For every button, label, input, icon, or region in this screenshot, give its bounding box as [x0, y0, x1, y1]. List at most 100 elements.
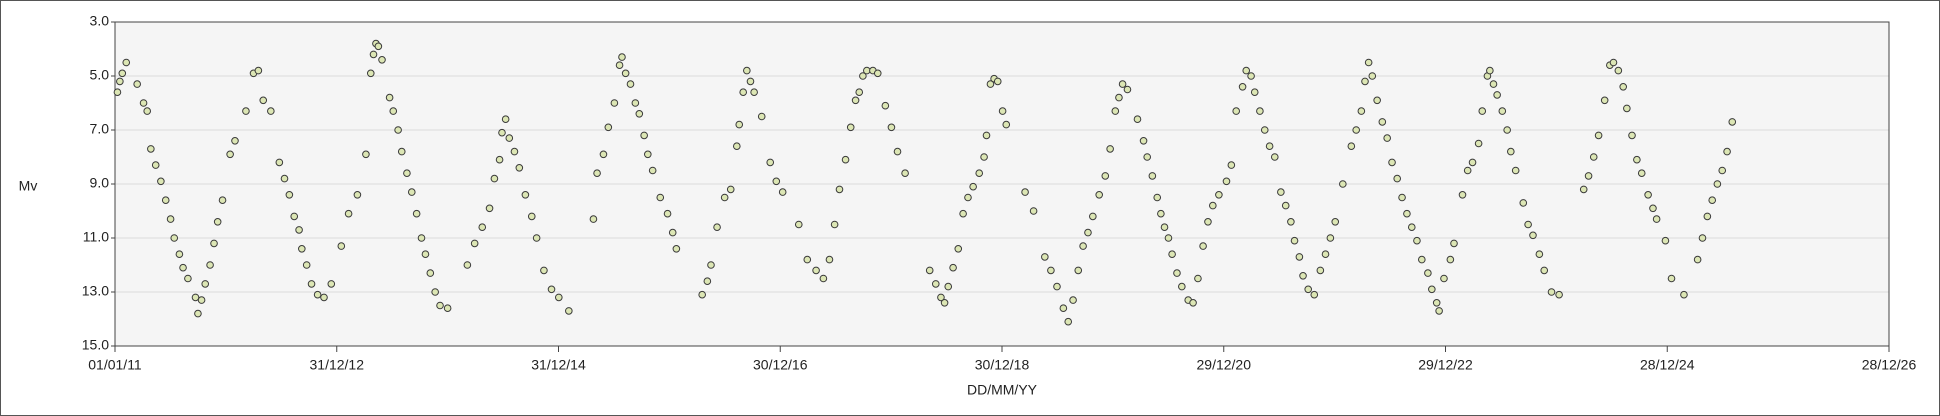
data-point	[851, 96, 860, 105]
data-point	[498, 128, 506, 137]
data-point	[1535, 250, 1544, 258]
data-point	[470, 239, 479, 248]
data-point	[385, 93, 394, 102]
y-tick-label: 7.0	[90, 121, 110, 137]
x-tick-label: 30/12/16	[753, 357, 808, 373]
data-point	[610, 99, 619, 107]
data-point	[394, 126, 402, 134]
data-point	[320, 293, 328, 302]
data-point	[407, 188, 416, 196]
data-point	[830, 220, 839, 229]
data-point	[1463, 166, 1472, 175]
data-point	[986, 80, 995, 88]
data-point	[1002, 120, 1011, 129]
data-point	[191, 293, 200, 302]
data-point	[515, 164, 524, 172]
data-point	[1148, 172, 1157, 180]
data-point	[412, 209, 421, 218]
data-point	[772, 177, 781, 186]
data-point	[170, 234, 179, 242]
data-point	[298, 245, 306, 253]
data-point	[931, 280, 940, 288]
data-point	[1059, 304, 1068, 313]
data-point	[327, 280, 336, 288]
data-point	[1623, 104, 1631, 113]
data-point	[757, 112, 766, 121]
data-point	[707, 261, 715, 269]
data-point	[621, 69, 630, 78]
data-point	[267, 107, 275, 115]
data-point	[887, 123, 896, 132]
data-point	[949, 263, 957, 272]
data-point	[1680, 290, 1688, 299]
data-point	[1250, 88, 1259, 96]
data-point	[1189, 299, 1197, 307]
data-point	[1153, 193, 1162, 202]
data-point	[1614, 66, 1623, 75]
data-point	[1667, 274, 1676, 283]
data-point	[436, 301, 444, 310]
data-point	[964, 193, 972, 202]
data-point	[231, 137, 239, 145]
data-point	[766, 158, 775, 167]
data-point	[1160, 223, 1169, 231]
data-point	[307, 280, 316, 288]
data-point	[426, 269, 435, 277]
data-point	[1428, 285, 1436, 294]
data-point	[1074, 266, 1083, 275]
data-point	[631, 99, 640, 107]
data-point	[1478, 107, 1487, 115]
data-point	[959, 209, 967, 218]
data-point	[1600, 96, 1609, 105]
data-point	[993, 77, 1002, 86]
data-point	[275, 158, 284, 167]
data-point	[1157, 209, 1165, 218]
data-point	[521, 191, 530, 199]
data-point	[1540, 266, 1549, 275]
data-point	[1368, 72, 1377, 80]
data-point	[713, 223, 721, 231]
data-point	[1708, 196, 1717, 204]
data-point	[194, 309, 202, 318]
data-point	[720, 193, 729, 202]
data-point	[1095, 191, 1104, 199]
x-tick-label: 29/12/20	[1197, 357, 1252, 373]
data-point	[1519, 199, 1528, 207]
data-point	[1383, 134, 1391, 142]
data-point	[648, 166, 657, 175]
data-point	[1633, 155, 1641, 164]
x-tick-label: 31/12/12	[310, 357, 365, 373]
data-point	[501, 115, 510, 123]
data-point	[210, 239, 218, 248]
data-point	[1652, 215, 1661, 223]
data-point	[226, 150, 234, 159]
data-point	[1164, 234, 1173, 242]
data-point	[1209, 201, 1217, 210]
data-point	[1446, 255, 1455, 264]
data-point	[644, 150, 652, 159]
data-point	[1316, 266, 1325, 275]
data-point	[1435, 307, 1443, 315]
y-tick-label: 11.0	[83, 229, 109, 245]
data-point	[656, 193, 665, 202]
data-point	[1227, 161, 1236, 169]
data-point	[1637, 169, 1646, 177]
data-point	[490, 174, 499, 183]
data-point	[1299, 272, 1307, 280]
data-point	[1703, 212, 1712, 221]
data-point	[175, 250, 184, 258]
data-point	[1493, 91, 1501, 99]
data-point	[726, 185, 735, 194]
data-point	[1511, 166, 1520, 175]
data-point	[1579, 185, 1588, 194]
y-tick-label: 3.0	[90, 13, 110, 29]
data-point	[1498, 107, 1507, 115]
data-point	[1143, 153, 1152, 161]
data-point	[403, 169, 411, 177]
data-point	[1238, 83, 1247, 91]
data-point	[118, 69, 127, 78]
data-point	[1361, 77, 1369, 86]
data-point	[1256, 107, 1264, 115]
x-axis-label: DD/MM/YY	[967, 382, 1038, 398]
data-point	[1242, 66, 1251, 75]
